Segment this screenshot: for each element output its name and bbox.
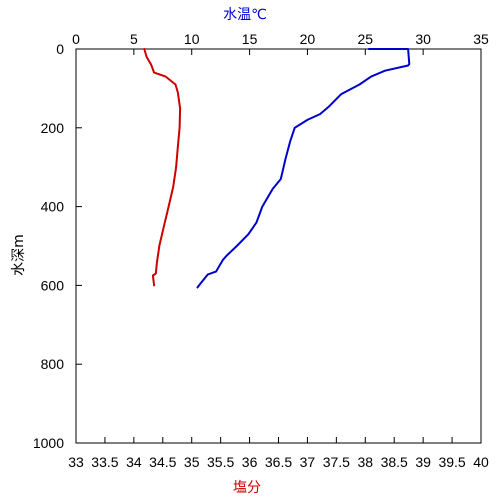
plot-area — [75, 48, 482, 444]
bottom-tick-label: 36.5 — [265, 454, 292, 470]
bottom-axis-ticks: 33 33.5 34 34.5 35 35.5 36 36.5 37 37.5 38 38.5 39 39… — [68, 437, 489, 470]
y-axis-title: 水深m — [11, 234, 27, 276]
bottom-tick-label: 40 — [473, 454, 489, 470]
bottom-tick-label: 35 — [184, 454, 200, 470]
y-tick-label: 0 — [56, 41, 64, 57]
bottom-tick-label: 38.5 — [381, 454, 408, 470]
bottom-tick-label: 36 — [242, 454, 258, 470]
bottom-tick-label: 33 — [68, 454, 84, 470]
bottom-tick-label: 39 — [415, 454, 431, 470]
y-tick-label: 1000 — [33, 435, 64, 451]
y-tick-label: 200 — [41, 120, 65, 136]
top-tick-label: 10 — [184, 31, 200, 47]
bottom-tick-label: 39.5 — [438, 454, 465, 470]
top-tick-label: 0 — [72, 31, 80, 47]
series-group — [143, 48, 411, 289]
bottom-tick-label: 34 — [126, 454, 142, 470]
y-tick-label: 800 — [41, 356, 65, 372]
y-tick-label: 600 — [41, 277, 65, 293]
top-tick-label: 5 — [130, 31, 138, 47]
top-tick-label: 35 — [473, 31, 489, 47]
bottom-tick-label: 35.5 — [207, 454, 234, 470]
bottom-axis-title: 塩分 — [233, 480, 261, 496]
top-tick-label: 30 — [415, 31, 431, 47]
y-tick-label: 400 — [41, 199, 65, 215]
bottom-tick-label: 34.5 — [149, 454, 176, 470]
salinity-line — [143, 48, 182, 287]
bottom-tick-label: 38 — [357, 454, 373, 470]
top-tick-label: 20 — [300, 31, 316, 47]
temperature-line — [196, 48, 411, 289]
top-axis-ticks: 0 5 10 15 20 25 30 35 — [72, 31, 489, 55]
y-axis-ticks: 0 200 400 600 800 1000 — [33, 41, 82, 451]
bottom-tick-label: 37.5 — [323, 454, 350, 470]
bottom-tick-label: 37 — [300, 454, 316, 470]
top-tick-label: 25 — [357, 31, 373, 47]
top-tick-label: 15 — [242, 31, 258, 47]
bottom-tick-label: 33.5 — [91, 454, 118, 470]
top-axis-title: 水温℃ — [223, 7, 267, 23]
